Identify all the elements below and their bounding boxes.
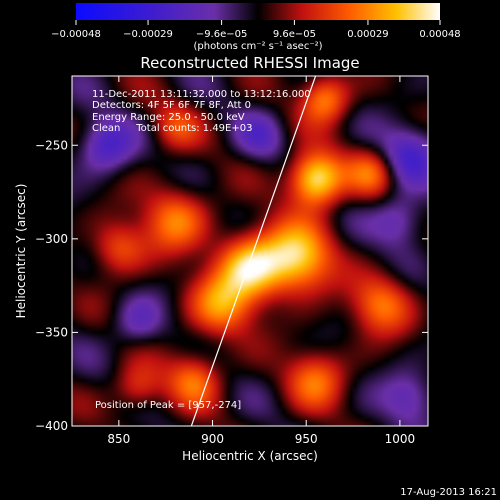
info-method-counts: Clean Total counts: 1.49E+03: [92, 123, 252, 134]
y-axis-label: Heliocentric Y (arcsec): [14, 184, 28, 319]
x-axis-ticks: 850 900 950 1000: [107, 76, 415, 446]
colorbar-gradient: [76, 3, 440, 20]
observation-info: 11-Dec-2011 13:11:32.000 to 13:12:16.000…: [92, 89, 311, 134]
heatmap-image: [72, 76, 428, 426]
info-time-range: 11-Dec-2011 13:11:32.000 to 13:12:16.000: [92, 89, 311, 100]
info-energy-range: Energy Range: 25.0 - 50.0 keV: [92, 112, 245, 123]
x-tick-label: 900: [201, 432, 224, 446]
x-tick-label: 850: [107, 432, 130, 446]
colorbar-tick-label: 0.00029: [347, 29, 388, 40]
colorbar-tick-label: −9.6e−05: [196, 29, 248, 40]
y-tick-label: −400: [35, 419, 68, 433]
y-tick-label: −250: [35, 138, 68, 152]
x-tick-label: 1000: [385, 432, 416, 446]
colorbar-tick-label: −0.00048: [51, 29, 101, 40]
chart-title: Reconstructed RHESSI Image: [140, 54, 359, 72]
colorbar-tick-label: 9.6e−05: [273, 29, 316, 40]
y-tick-label: −300: [35, 232, 68, 246]
colorbar: −0.00048 −0.00029 −9.6e−05 9.6e−05 0.00029 0.…: [51, 3, 461, 52]
solar-limb-line: [190, 76, 317, 426]
colorbar-tick-label: 0.00048: [419, 29, 460, 40]
plot-area: 850 900 950 1000 −250 −300 −350 −400: [35, 75, 429, 446]
x-axis-label: Heliocentric X (arcsec): [182, 449, 318, 463]
peak-position-label: Position of Peak = [957,-274]: [95, 400, 241, 411]
colorbar-ticks: −0.00048 −0.00029 −9.6e−05 9.6e−05 0.00029 0.…: [51, 20, 461, 40]
x-tick-label: 950: [295, 432, 318, 446]
info-detectors: Detectors: 4F 5F 6F 7F 8F, Att 0: [92, 100, 251, 111]
render-timestamp: 17-Aug-2013 16:21: [400, 487, 497, 498]
plot-frame: [71, 75, 429, 427]
y-tick-label: −350: [35, 325, 68, 339]
colorbar-tick-label: −0.00029: [123, 29, 173, 40]
y-axis-ticks: −250 −300 −350 −400: [35, 138, 428, 433]
colorbar-units-label: (photons cm⁻² s⁻¹ asec⁻²): [193, 41, 322, 52]
